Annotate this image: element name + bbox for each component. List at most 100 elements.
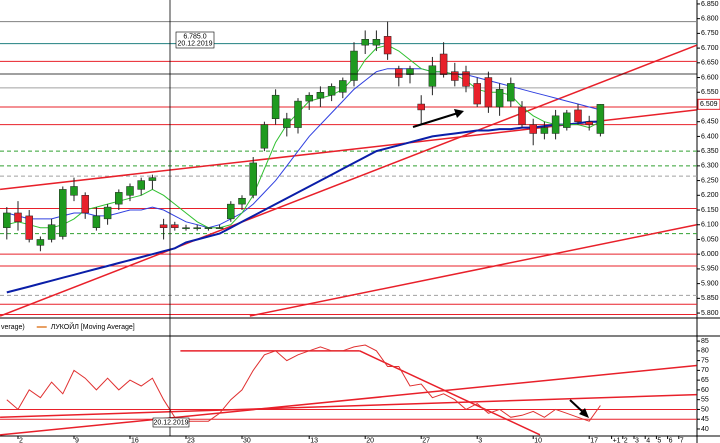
y-tick-label: 6.700 <box>701 45 719 52</box>
x-tick-label: 9 <box>75 437 79 443</box>
candle-body <box>92 215 101 228</box>
candle-body <box>551 115 560 134</box>
arrow-head <box>579 408 589 418</box>
x-tick-label: 17 <box>590 437 598 443</box>
trend-line <box>0 393 697 418</box>
arrow-shaft <box>412 112 459 128</box>
y-tick-label: 6.600 <box>701 74 719 81</box>
y-tick-label: 85 <box>701 338 709 345</box>
candle-body <box>428 65 437 87</box>
y-tick-label: 6.000 <box>701 251 719 258</box>
candle-body <box>495 89 504 108</box>
candle-body <box>115 192 123 205</box>
y-tick-label: 6.550 <box>701 89 719 96</box>
x-tick-label: 5 <box>657 437 661 443</box>
arrow-shaft <box>569 399 585 414</box>
y-tick-label: 6.850 <box>701 1 719 8</box>
candle-body <box>417 103 425 111</box>
y-tick-label: 6.250 <box>701 177 719 184</box>
candle-body <box>395 68 403 78</box>
price-panel: 6.8506.8006.7506.7006.6506.6006.5506.500… <box>0 1 720 331</box>
candle-body <box>238 197 246 205</box>
candle-body <box>204 227 213 229</box>
x-tick-label: 6 <box>669 437 673 443</box>
candle-body <box>70 186 78 196</box>
y-tick-label: 6.350 <box>701 148 719 155</box>
y-tick-label: 45 <box>701 416 709 423</box>
y-tick-label: 6.400 <box>701 133 719 140</box>
y-tick-label: 6.800 <box>701 16 719 23</box>
y-tick-label: 55 <box>701 397 709 404</box>
x-tick-label: 23 <box>187 437 195 443</box>
candle-body <box>227 203 235 220</box>
candle-body <box>103 206 112 220</box>
last-price-box <box>697 98 720 110</box>
candle-body <box>271 94 280 120</box>
annotation-arrow <box>569 399 589 418</box>
trend-line <box>0 364 697 436</box>
y-tick-label: 40 <box>701 426 709 433</box>
x-tick-label: 20 <box>366 437 374 443</box>
y-tick-label: 5.900 <box>701 280 719 287</box>
x-tick-label: 30 <box>243 437 251 443</box>
y-tick-label: 65 <box>701 377 709 384</box>
y-tick-label: 5.850 <box>701 295 719 302</box>
candle-body <box>316 92 325 99</box>
legend-label: verage) <box>1 324 25 331</box>
candle-body <box>47 224 56 240</box>
x-tick-label: +1 <box>613 437 621 443</box>
candle-body <box>171 224 179 228</box>
candle-body <box>339 80 347 93</box>
candle-body <box>451 71 459 81</box>
x-tick-label: 3 <box>478 437 482 443</box>
x-tick-label: 7 <box>680 437 684 443</box>
last-price-label: 6.509 <box>700 101 718 108</box>
candle-body <box>137 180 145 190</box>
candle-body <box>540 127 549 134</box>
crosshair-box <box>175 31 215 49</box>
x-tick-label: 27 <box>422 437 430 443</box>
arrow-head <box>454 109 464 118</box>
crosshair-date: 20.12.2019 <box>177 40 212 47</box>
candle-body <box>148 177 157 181</box>
y-tick-label: 6.150 <box>701 207 719 214</box>
candle-body <box>25 215 33 240</box>
series-line <box>6 120 601 294</box>
candle-body <box>563 112 571 128</box>
candle-body <box>327 86 336 96</box>
candle-body <box>518 106 526 125</box>
candle-body <box>126 186 134 196</box>
y-tick-label: 6.450 <box>701 119 719 126</box>
candle-body <box>585 121 593 125</box>
crosshair-price: 6.785.0 <box>183 33 206 40</box>
y-tick-label: 5.950 <box>701 266 719 273</box>
candle-body <box>215 227 224 229</box>
y-tick-label: 6.050 <box>701 236 719 243</box>
candle-body <box>596 104 605 134</box>
candle-body <box>361 39 369 46</box>
candle-body <box>193 227 201 229</box>
candle-body <box>59 189 67 237</box>
candle-body <box>406 68 414 75</box>
y-tick-label: 50 <box>701 406 709 413</box>
candle-body <box>574 109 582 122</box>
x-tick-label: 10 <box>534 437 542 443</box>
candle-body <box>372 39 381 46</box>
x-tick-label: 13 <box>310 437 318 443</box>
trend-line <box>359 350 541 436</box>
candle-body <box>283 118 291 128</box>
candle-body <box>182 227 190 229</box>
candle-body <box>507 83 515 102</box>
y-tick-label: 6.650 <box>701 60 719 67</box>
candle-body <box>439 53 448 75</box>
candle-body <box>81 195 89 214</box>
candle-body <box>294 100 302 128</box>
y-tick-label: 6.300 <box>701 163 719 170</box>
x-tick-label: 3 <box>635 437 639 443</box>
candle-body <box>305 94 313 102</box>
candle-body <box>159 224 168 228</box>
y-tick-label: 6.200 <box>701 192 719 199</box>
candle-body <box>462 71 470 87</box>
y-tick-label: 70 <box>701 367 709 374</box>
